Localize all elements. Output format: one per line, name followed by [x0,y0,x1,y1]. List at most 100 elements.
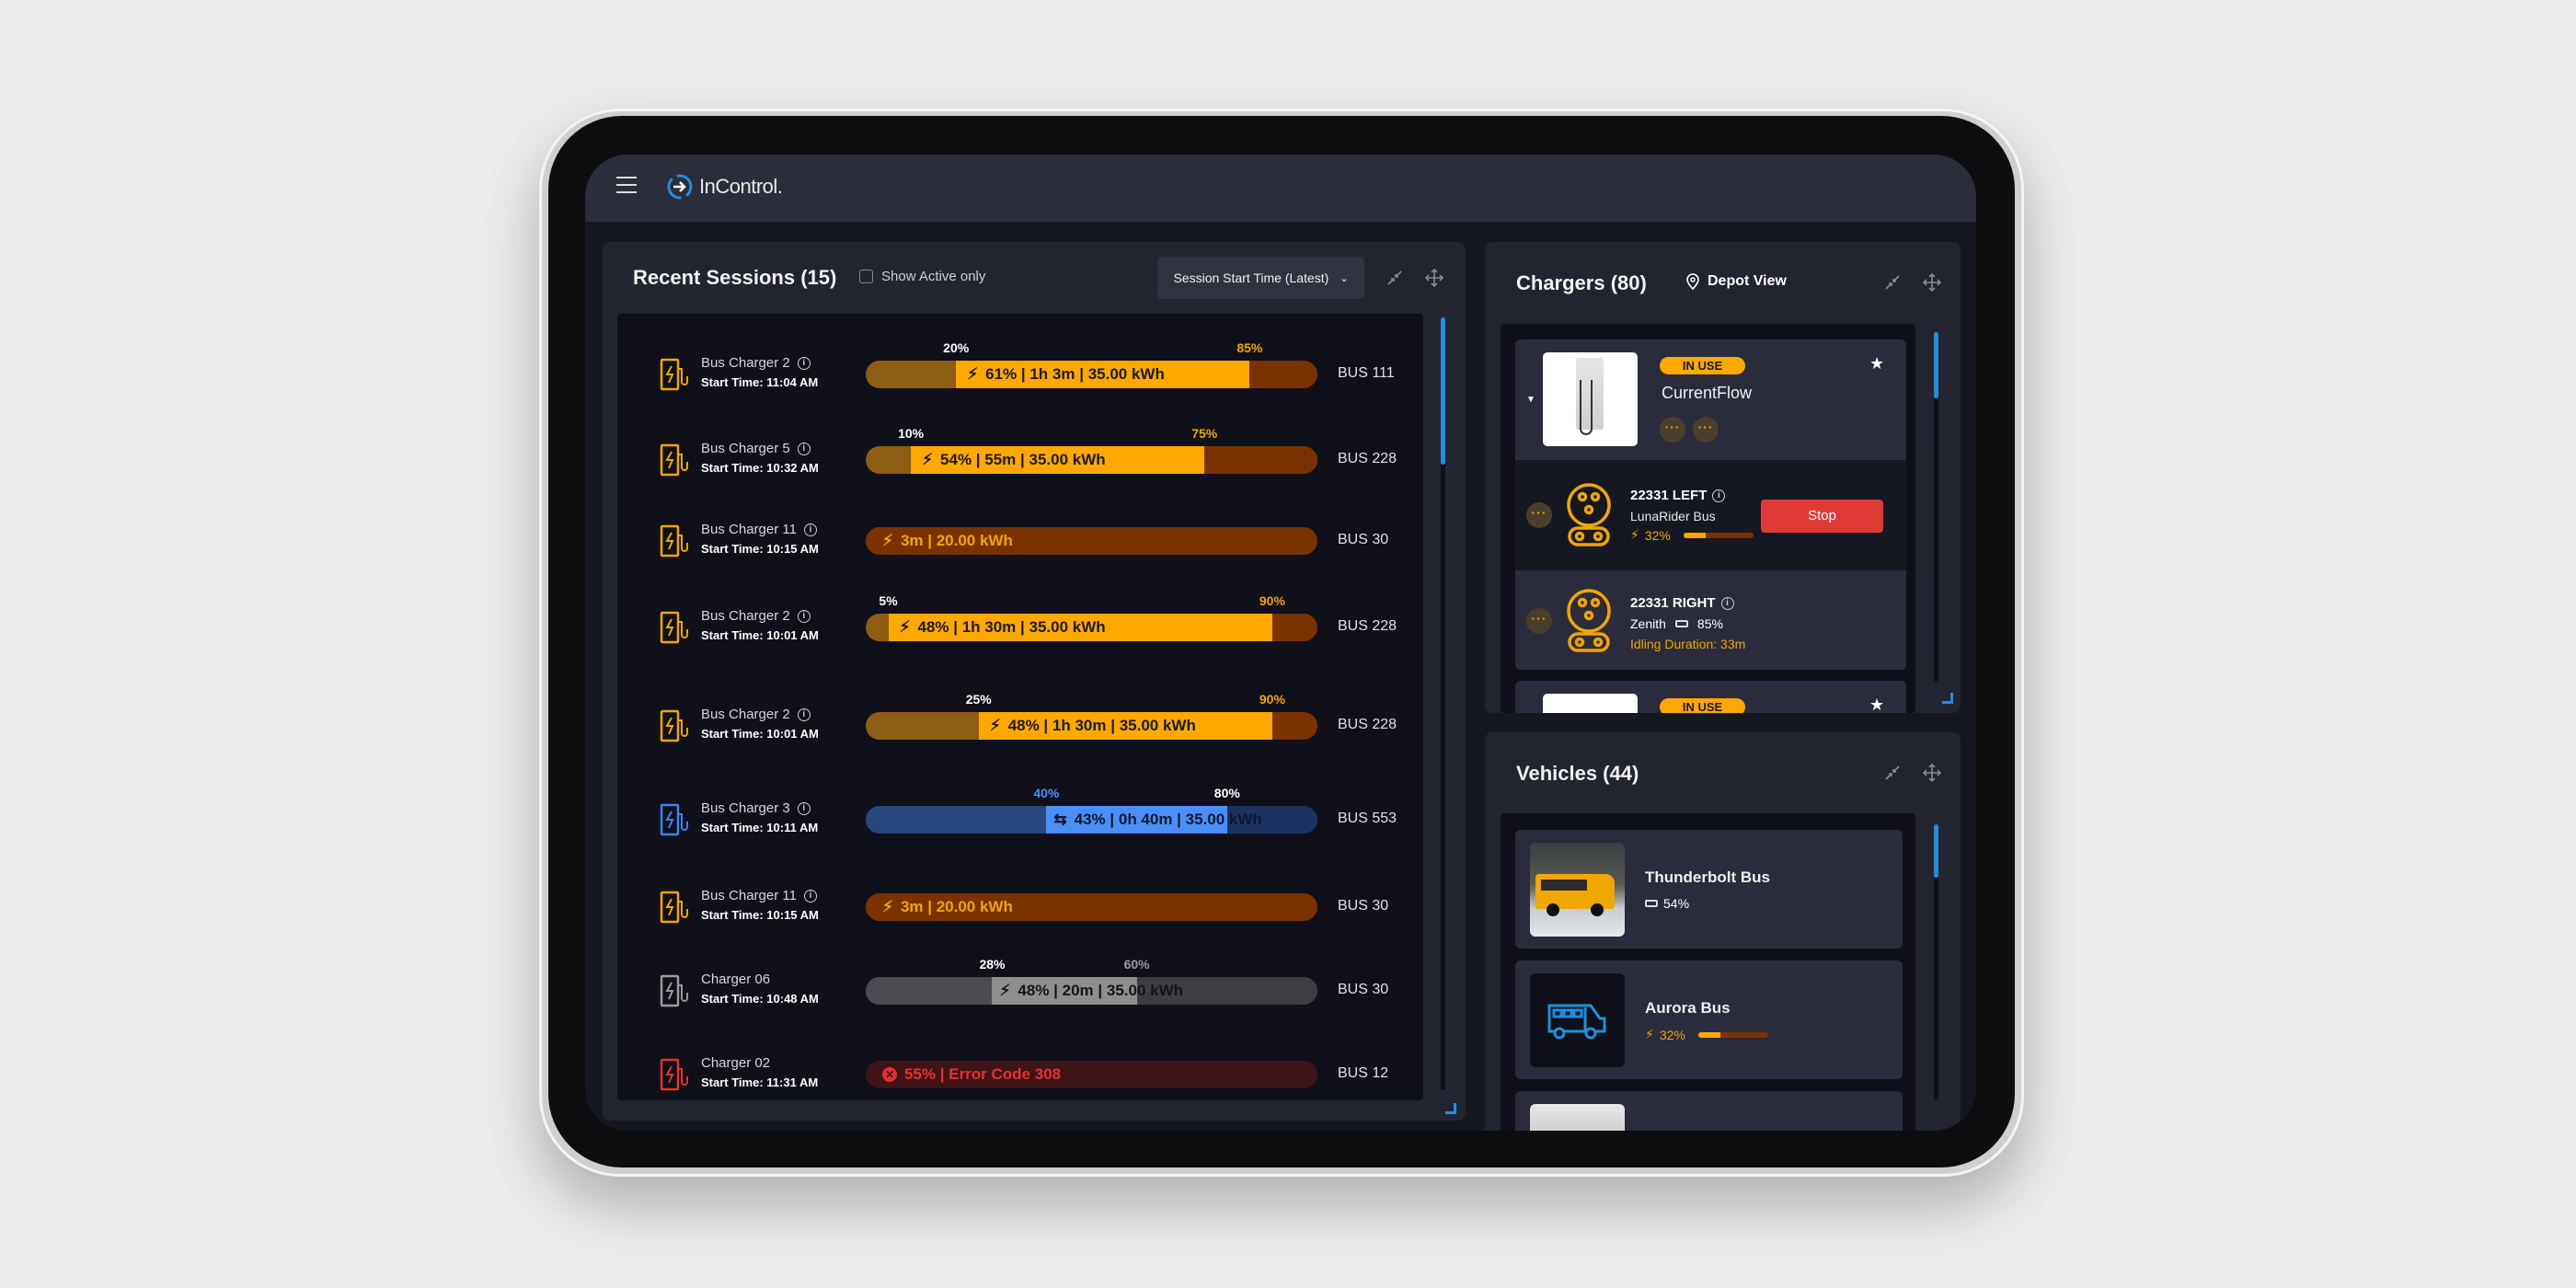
charge-progress [1697,1031,1768,1038]
scrollbar-track[interactable] [1934,332,1938,682]
session-summary: 48% | 20m | 35.00 kWh [1018,982,1184,999]
bar-label: ⚡︎ 61% | 1h 3m | 35.00 kWh [967,361,1165,388]
more-options-button[interactable]: ··· [1660,417,1685,443]
connector-row[interactable]: ··· 22331 LEFT i LunaRider Bus ⚡︎ 32% Sto… [1515,460,1906,570]
move-icon[interactable] [1922,763,1942,783]
session-row[interactable]: Bus Charger 11 i Start Time: 10:15 AM ⚡︎ 3… [617,880,1423,935]
start-soc-label: 28% [979,957,1006,972]
charger-icon [660,358,688,391]
error-icon: ✕ [882,1067,897,1082]
scrollbar-track[interactable] [1441,317,1445,1090]
scrollbar-thumb[interactable] [1934,824,1938,878]
show-active-checkbox[interactable]: Show Active only [859,269,985,284]
start-time: Start Time: 10:15 AM [701,542,819,556]
sort-dropdown[interactable]: Session Start Time (Latest) ⌄ [1157,257,1364,299]
more-options-button[interactable]: ··· [1526,502,1552,528]
charger-list: ▼ IN USE CurrentFlow ··· ··· ★ ··· 22331… [1501,324,1915,713]
session-summary: 43% | 0h 40m | 35.00 kWh [1074,811,1262,828]
session-summary: 48% | 1h 30m | 35.00 kWh [917,618,1106,636]
panel-title: Recent Sessions (15) [633,266,837,289]
session-progress-bar: ✕ 55% | Error Code 308 [866,1061,1317,1088]
star-icon[interactable]: ★ [1869,696,1885,713]
connector-row[interactable]: ··· 22331 RIGHT i Zenith 85% Idling Durat… [1515,571,1906,670]
bar-remaining-segment [1204,446,1317,474]
vehicle-card[interactable]: Aurora Bus ⚡︎ 32% [1515,960,1903,1079]
bolt-icon: ⚡︎ [967,365,979,383]
bar-label: ⚡︎ 48% | 20m | 35.00 kWh [999,977,1183,1005]
vehicle-card[interactable] [1515,1091,1903,1131]
info-icon[interactable]: i [797,707,811,721]
bar-initial-segment [866,977,993,1005]
app-screen: InControl. Recent Sessions (15) Show Act… [585,155,1976,1131]
charger-icon [660,709,688,742]
charger-icon [660,524,688,558]
session-row[interactable]: Bus Charger 2 i Start Time: 11:04 AM ⚡︎ 61… [617,340,1423,402]
collapse-icon[interactable] [1882,763,1903,783]
more-options-button[interactable]: ··· [1526,608,1552,634]
info-icon[interactable]: i [1712,489,1726,502]
bar-remaining-segment [1271,712,1317,740]
session-row[interactable]: Bus Charger 2 i Start Time: 10:01 AM ⚡︎ 48… [617,593,1423,655]
scrollbar-track[interactable] [1934,824,1938,1100]
charger-icon [660,611,688,644]
start-time: Start Time: 10:48 AM [701,992,819,1006]
collapse-icon[interactable] [1882,272,1903,293]
move-icon[interactable] [1922,272,1942,293]
session-row[interactable]: Bus Charger 3 i Start Time: 10:11 AM ⇆ 43%… [617,786,1423,847]
vehicle-card[interactable]: Thunderbolt Bus 54% [1515,830,1903,949]
bar-charged-segment: ⚡︎ 48% | 1h 30m | 35.00 kWh [888,614,1272,641]
star-icon[interactable]: ★ [1869,354,1885,373]
info-icon[interactable]: i [1720,596,1734,610]
collapse-icon[interactable] [1385,268,1405,288]
hamburger-menu-icon[interactable] [616,177,637,193]
session-summary: 61% | 1h 3m | 35.00 kWh [985,365,1165,383]
bar-remaining-segment [1136,977,1317,1005]
bolt-icon: ⚡︎ [1630,527,1639,542]
session-row[interactable]: Charger 02 Start Time: 11:31 AM ✕ 55% | E… [617,1047,1423,1100]
resize-handle[interactable] [1942,693,1953,704]
bar-initial-segment [866,446,912,474]
scrollbar-thumb[interactable] [1441,317,1445,465]
info-icon[interactable]: i [797,442,811,455]
bar-initial-segment [866,806,1047,834]
bar-label: ⇆ 43% | 0h 40m | 35.00 kWh [1053,806,1261,834]
logo[interactable]: InControl. [666,173,783,201]
info-icon[interactable]: i [797,609,811,623]
show-active-label: Show Active only [881,269,986,284]
session-summary: 55% | Error Code 308 [904,1065,1062,1083]
bar-remaining-segment [1226,806,1317,834]
charger-card[interactable]: ▼ IN USE CurrentFlow ··· ··· ★ ··· 22331… [1515,339,1906,670]
connector-id-text: 22331 LEFT [1630,488,1708,503]
session-row[interactable]: Charger 06 Start Time: 10:48 AM ⚡︎ 48% | … [617,957,1423,1018]
info-icon[interactable]: i [803,889,817,903]
charger-name: CurrentFlow [1662,384,1753,402]
move-icon[interactable] [1424,268,1444,288]
expand-caret-icon[interactable]: ▼ [1526,395,1535,405]
charger-image [1543,352,1638,446]
charger-name-text: Bus Charger 3 [701,800,790,816]
idle-duration: Idling Duration: 33m [1630,637,1746,651]
scrollbar-thumb[interactable] [1934,332,1938,398]
session-summary: 54% | 55m | 35.00 kWh [940,451,1106,468]
info-icon[interactable]: i [797,801,811,815]
checkbox-box[interactable] [859,270,873,283]
charger-name: Charger 06 [701,972,770,987]
more-options-button[interactable]: ··· [1693,417,1719,443]
charge-status: ⚡︎ 32% [1645,1027,1768,1042]
session-row[interactable]: Bus Charger 11 i Start Time: 10:15 AM ⚡︎ 3… [617,513,1423,569]
bar-label: ⚡︎ 54% | 55m | 35.00 kWh [922,446,1106,474]
stop-button[interactable]: Stop [1761,500,1883,533]
target-soc-label: 90% [1259,593,1285,608]
target-soc-label: 60% [1123,957,1150,972]
session-row[interactable]: Bus Charger 5 i Start Time: 10:32 AM ⚡︎ 54… [617,426,1423,488]
depot-view-button[interactable]: Depot View [1685,273,1787,290]
session-progress-bar: ⚡︎ 3m | 20.00 kWh [866,527,1317,555]
info-icon[interactable]: i [797,356,811,370]
start-time: Start Time: 10:01 AM [701,727,819,741]
bar-charged-segment: ⚡︎ 48% | 20m | 35.00 kWh [992,977,1183,1005]
info-icon[interactable]: i [803,523,817,536]
vehicle-name: LunaRider Bus [1630,509,1716,523]
session-row[interactable]: Bus Charger 2 i Start Time: 10:01 AM ⚡︎ 48… [617,692,1423,753]
charger-card[interactable]: IN USE ★ [1515,681,1906,713]
resize-handle[interactable] [1445,1103,1456,1114]
